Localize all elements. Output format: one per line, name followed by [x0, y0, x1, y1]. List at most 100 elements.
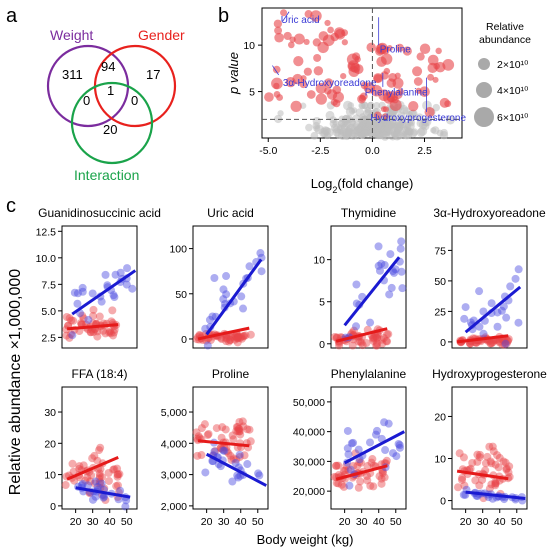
female-point	[212, 424, 221, 433]
female-fit-line	[456, 469, 509, 481]
volcano-point-sig	[424, 107, 435, 118]
male-point	[228, 477, 237, 486]
male-point	[257, 267, 266, 276]
legend-entry-3: 6×10¹⁰	[497, 112, 529, 124]
female-point	[81, 476, 90, 485]
female-point	[95, 472, 104, 481]
female-point	[221, 425, 230, 434]
female-point	[194, 432, 203, 441]
female-point	[379, 334, 388, 343]
female-point	[79, 314, 88, 323]
y-tick-label: 7.5	[41, 279, 56, 291]
female-point	[69, 316, 78, 325]
scatter-panel: Proline 2,000 3,000 4,000 5,000 20 30 40 50	[161, 367, 269, 528]
female-point	[344, 466, 353, 475]
volcano-point-ns	[421, 122, 430, 131]
male-point	[91, 492, 100, 501]
scatter-title: Proline	[212, 367, 250, 381]
male-point	[499, 302, 508, 311]
female-point	[478, 475, 487, 484]
scatter-frame	[61, 225, 138, 349]
volcano-point-sig	[287, 41, 295, 49]
male-point	[122, 496, 131, 505]
female-point	[335, 341, 344, 350]
male-point	[222, 272, 231, 281]
male-point	[220, 446, 229, 455]
female-point	[222, 337, 231, 346]
female-point	[228, 332, 237, 341]
female-point	[220, 443, 229, 452]
female-point	[114, 470, 123, 479]
female-point	[79, 461, 88, 470]
female-point	[99, 326, 108, 335]
male-point	[68, 331, 77, 340]
annotation-leader	[282, 11, 290, 22]
female-point	[491, 481, 500, 490]
female-fit-line	[335, 327, 388, 343]
male-point	[114, 495, 123, 504]
volcano-point-ns	[314, 124, 324, 135]
female-point	[96, 483, 105, 492]
female-point	[459, 453, 468, 462]
female-point	[230, 335, 239, 344]
volcano-point-sig	[357, 94, 367, 104]
female-point	[235, 453, 244, 462]
female-fit-line	[197, 439, 250, 448]
volcano-point-sig	[412, 66, 423, 77]
female-point	[501, 458, 510, 467]
venn-count-weight-gender: 94	[101, 59, 115, 74]
female-point	[341, 466, 350, 475]
female-point	[334, 479, 343, 488]
female-point	[486, 339, 495, 348]
scatter-frame	[330, 386, 407, 510]
volcano-point-sig	[380, 53, 393, 65]
y-tick-label: 75	[434, 245, 446, 257]
female-point	[90, 479, 99, 488]
volcano-point-sig	[271, 77, 283, 90]
female-point	[113, 472, 122, 481]
female-point	[356, 458, 365, 467]
male-point	[219, 295, 228, 304]
male-point	[390, 268, 399, 277]
male-point	[208, 312, 217, 321]
female-point	[90, 451, 99, 460]
volcano-point-ns	[312, 116, 321, 126]
female-point	[368, 334, 377, 343]
female-point	[488, 337, 497, 346]
female-point	[367, 458, 376, 467]
volcano-point-sig	[419, 86, 430, 97]
female-point	[239, 331, 248, 340]
female-point	[334, 461, 343, 470]
volcano-point-sig	[341, 29, 349, 37]
volcano-annotation: Uric acid	[281, 15, 320, 26]
male-point	[384, 419, 393, 428]
volcano-point-sig	[283, 31, 292, 41]
female-point	[224, 449, 233, 458]
female-point	[232, 422, 241, 431]
female-point	[240, 451, 249, 460]
legend-entry-1: 2×10¹⁰	[497, 59, 529, 71]
volcano-point-ns	[392, 131, 402, 141]
female-point	[473, 450, 482, 459]
male-point	[219, 446, 228, 455]
female-point	[237, 332, 246, 341]
female-point	[89, 311, 98, 320]
male-point	[97, 297, 106, 306]
male-point	[347, 439, 356, 448]
male-point	[83, 481, 92, 490]
y-tick-label: 2,000	[161, 501, 187, 513]
female-point	[68, 459, 77, 468]
male-point	[255, 471, 264, 480]
x-tick-label: 50	[390, 516, 402, 528]
venn-count-all: 1	[107, 83, 114, 98]
female-point	[87, 471, 96, 480]
male-point	[479, 329, 488, 338]
x-tick-label: 40	[494, 516, 506, 528]
scatter-panel: FFA (18:4) 0 10 20 30 20 30 40 50	[44, 367, 138, 528]
female-point	[382, 330, 391, 339]
volcano-point-sig	[293, 33, 305, 45]
volcano-point-sig	[427, 62, 438, 73]
female-point	[377, 479, 386, 488]
volcano-point-sig	[435, 47, 442, 55]
female-point	[200, 420, 209, 429]
